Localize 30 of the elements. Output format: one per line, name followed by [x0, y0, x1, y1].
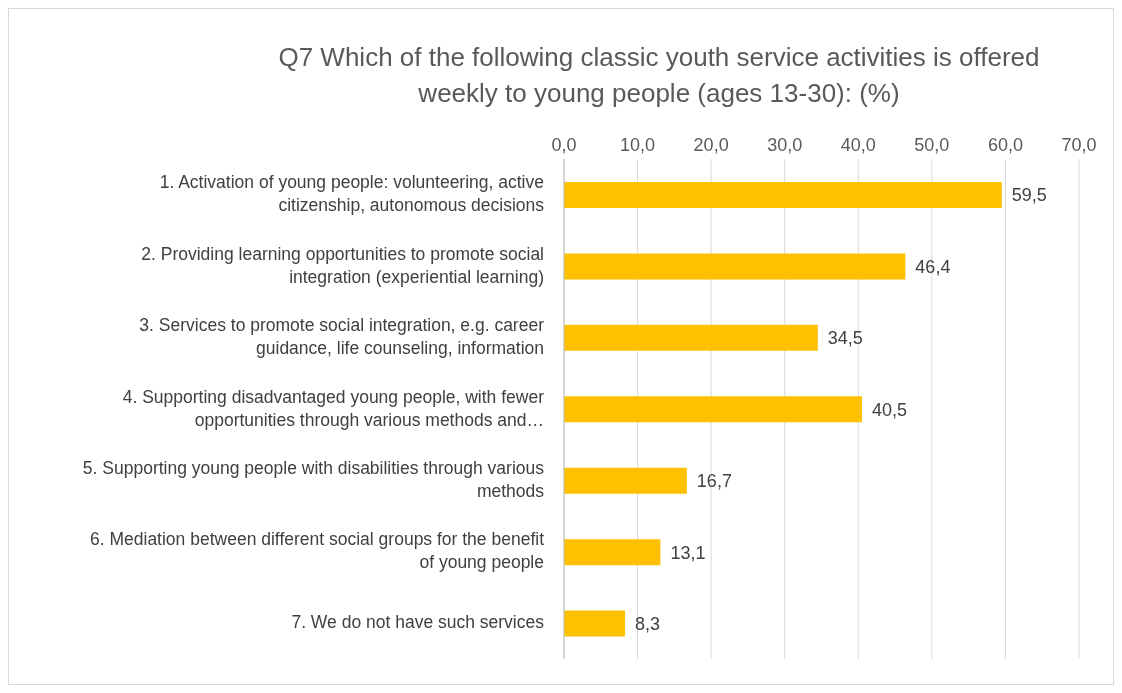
bar: [564, 610, 626, 637]
bar: [564, 467, 687, 494]
data-label: 13,1: [670, 542, 706, 563]
bar: [564, 539, 661, 566]
data-label: 59,5: [1011, 185, 1047, 206]
bar: [564, 396, 862, 423]
y-tick-label: 1. Activation of young people: volunteering, active citizenship, autonomous decisions: [159, 171, 545, 215]
data-label: 34,5: [827, 328, 863, 349]
chart-title: Q7 Which of the following classic youth service activities is offered weekly to young people (ages 13-30): (%): [277, 41, 1041, 110]
y-tick-label: 4. Supporting disadvantaged young people, with fewer opportunities through various methods and…: [122, 386, 545, 430]
x-tick-label: 30,0: [767, 135, 803, 155]
data-label: 46,4: [915, 256, 951, 277]
data-label: 8,3: [635, 613, 661, 634]
x-tick-label: 60,0: [987, 135, 1023, 155]
bar: [564, 253, 906, 280]
x-tick-label: 40,0: [840, 135, 876, 155]
data-label: 16,7: [696, 471, 732, 492]
y-tick-label: 2. Providing learning opportunities to promote social integration (experiential learning): [141, 243, 544, 287]
bar: [564, 182, 1002, 208]
y-tick-label: 5. Supporting young people with disabilities through various methods: [82, 457, 545, 501]
y-tick-label: 3. Services to promote social integration, e.g. career guidance, life counseling, information: [139, 314, 545, 358]
x-tick-label: 10,0: [620, 135, 656, 155]
y-tick-label: 7. We do not have such services: [291, 611, 545, 632]
y-tick-label: 6. Mediation between different social groups for the benefit of young people: [90, 528, 545, 572]
x-tick-label: 50,0: [914, 135, 950, 155]
x-tick-label: 20,0: [693, 135, 729, 155]
data-label: 40,5: [871, 399, 908, 420]
x-tick-label: 0,0: [551, 135, 577, 155]
bar: [564, 324, 818, 351]
x-tick-label: 70,0: [1061, 135, 1097, 155]
